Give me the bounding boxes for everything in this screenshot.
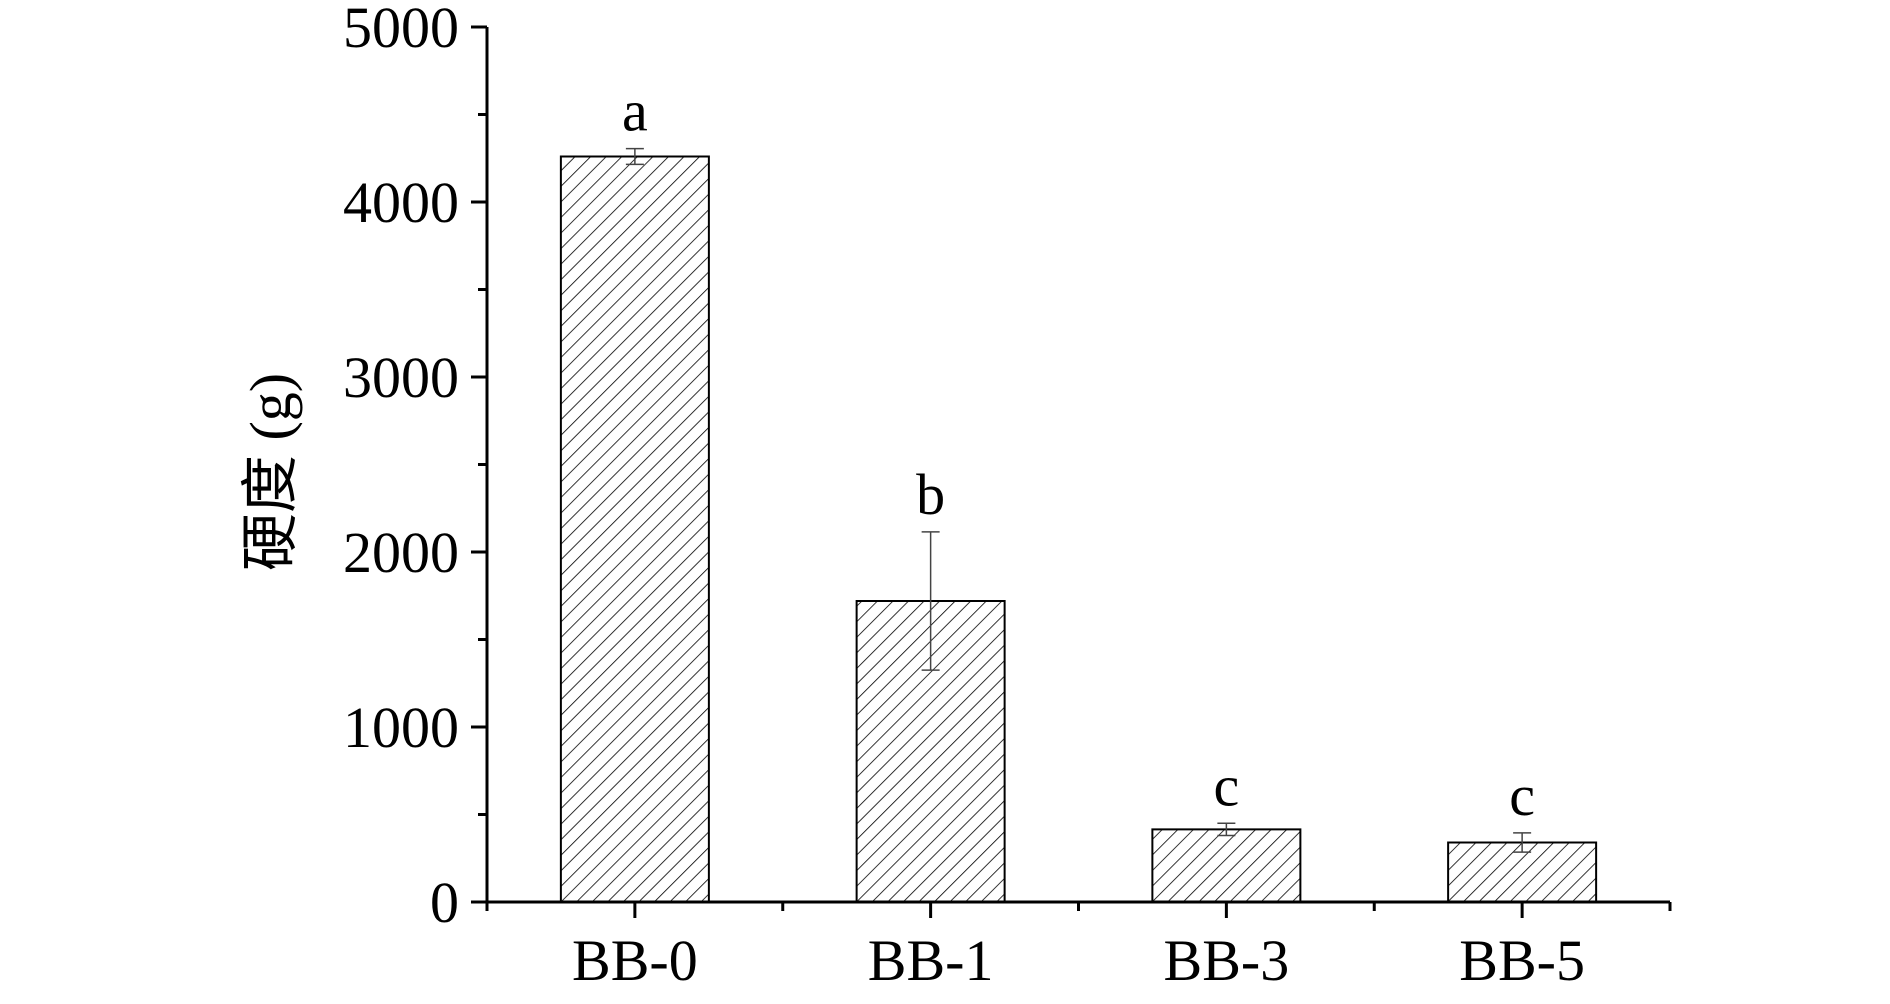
y-tick-label: 5000 [343,0,459,60]
significance-letter: b [916,462,945,527]
significance-letter: a [622,79,648,144]
x-tick-label-bb-5: BB-5 [1459,928,1585,993]
x-ticks-layer: BB-0 BB-1 BB-3 BB-5 [485,902,1672,993]
y-axis-label: 硬度 (g) [238,373,303,571]
y-tick-label: 4000 [343,170,459,235]
significance-letter: c [1509,763,1535,828]
x-tick-label-bb-3: BB-3 [1164,928,1290,993]
bars-layer [559,155,1598,903]
significance-labels-layer: a b c c [622,79,1535,828]
bar-bb-3 [1151,828,1302,903]
y-tick-label: 0 [430,870,459,935]
significance-letter: c [1214,753,1240,818]
y-ticks-layer: 0 1000 2000 3000 4000 5000 [343,0,487,935]
x-tick-label-bb-1: BB-1 [868,928,994,993]
error-bars-layer [625,147,1532,853]
y-tick-label: 2000 [343,520,459,585]
bar-bb-0 [559,155,710,903]
y-tick-label: 3000 [343,345,459,410]
x-tick-label-bb-0: BB-0 [572,928,698,993]
y-tick-label: 1000 [343,695,459,760]
